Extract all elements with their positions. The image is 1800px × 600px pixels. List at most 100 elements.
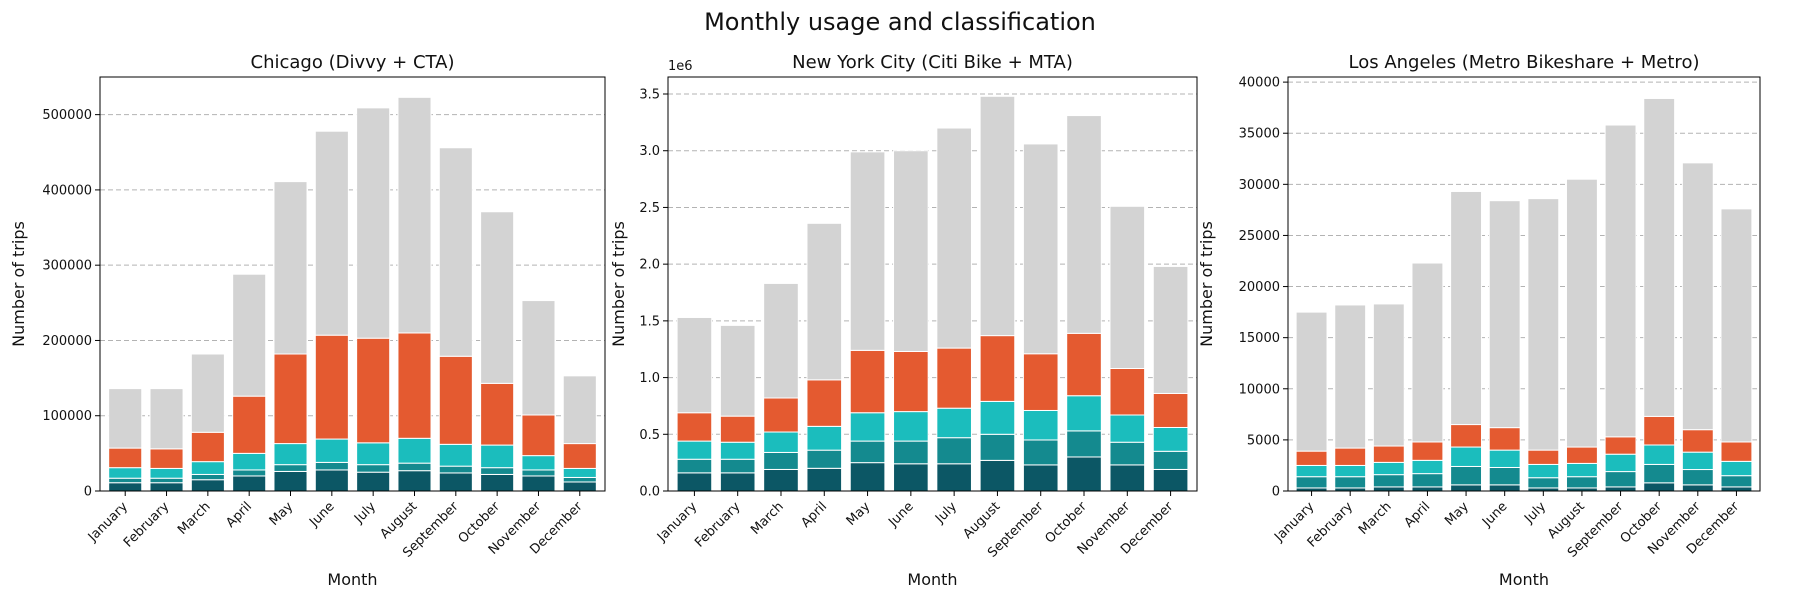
bar-segment xyxy=(1604,471,1637,488)
x-tick-label: May xyxy=(1442,499,1472,529)
bar-segment xyxy=(562,481,597,492)
x-tick-label: March xyxy=(748,499,787,538)
y-tick-label: 2.0 xyxy=(639,258,660,273)
y-axis-label: Number of trips xyxy=(1197,221,1216,347)
bar-segment xyxy=(1022,439,1059,466)
bar-segment xyxy=(806,467,843,492)
x-axis-label: Month xyxy=(327,570,377,589)
bar-segment xyxy=(108,477,143,484)
chart-title-new-york: New York City (Citi Bike + MTA) xyxy=(792,52,1073,73)
bar-segment xyxy=(1022,143,1059,355)
bar-segment xyxy=(149,482,184,492)
bar-segment xyxy=(273,443,308,466)
bar-segment xyxy=(521,300,556,416)
bar-segment xyxy=(397,462,432,472)
x-axis-label: Month xyxy=(907,570,957,589)
bar-segment xyxy=(893,463,929,492)
bar-segment xyxy=(1066,395,1102,432)
bar-segment xyxy=(1488,427,1521,451)
x-tick-label: August xyxy=(960,499,1003,542)
bar-segment xyxy=(480,382,515,446)
chart-panel-los-angeles: 0 5000 10000 15000 20000 25000 30000 35000 40000… xyxy=(1197,52,1761,589)
bar-segment xyxy=(676,458,713,474)
bar-segment xyxy=(1450,465,1483,486)
bar-segment xyxy=(397,437,432,464)
bar-segment xyxy=(397,96,432,334)
bar-segment xyxy=(273,470,308,492)
bar-segment xyxy=(1565,446,1598,464)
bar-segment xyxy=(676,412,713,442)
bar-segment xyxy=(1295,311,1328,452)
bar-segment xyxy=(1066,430,1102,458)
bar-segment xyxy=(893,150,929,352)
bar-segment xyxy=(763,431,799,453)
bar-segment xyxy=(480,473,515,492)
bar-segment xyxy=(1488,200,1521,429)
bar-segment xyxy=(1604,436,1637,455)
bar-segment xyxy=(149,467,184,479)
bar-segment xyxy=(314,469,349,492)
bar-segment xyxy=(1334,304,1367,449)
bar-segment xyxy=(1450,446,1483,467)
bar-segment xyxy=(1372,461,1405,476)
bar-segment xyxy=(936,127,972,349)
bar-segment xyxy=(1527,198,1560,451)
x-tick-label: April xyxy=(798,499,830,531)
y-tick-label: 2.5 xyxy=(639,201,660,216)
bar-segment xyxy=(979,400,1016,435)
bar-segment xyxy=(1643,482,1676,492)
bar-segment xyxy=(1152,265,1189,394)
bar-segment xyxy=(1411,459,1444,475)
bar-segment xyxy=(1643,444,1676,465)
y-tick-label: 500000 xyxy=(42,108,92,123)
bar-segment xyxy=(149,388,184,450)
bar-segment xyxy=(1109,441,1146,466)
bar-segment xyxy=(1527,449,1560,465)
x-tick-label: February xyxy=(692,499,744,551)
bar-segment xyxy=(1720,486,1753,492)
bar-segment xyxy=(1411,473,1444,488)
bar-segment xyxy=(763,282,799,399)
bar-segment xyxy=(936,347,972,409)
bar-segment xyxy=(273,181,308,355)
axes-frame xyxy=(99,76,606,492)
chart-title-los-angeles: Los Angeles (Metro Bikeshare + Metro) xyxy=(1349,52,1700,73)
bar-segment xyxy=(190,353,225,433)
bar-segment xyxy=(936,463,972,492)
bar-segment xyxy=(438,147,473,357)
y-tick-label: 200000 xyxy=(42,334,92,349)
bar-segment xyxy=(149,448,184,469)
bar-segment xyxy=(108,482,143,492)
y-tick-label: 100000 xyxy=(42,409,92,424)
bar-segment xyxy=(1565,462,1598,478)
x-tick-label: July xyxy=(932,499,960,527)
x-tick-label: March xyxy=(175,499,214,538)
bar-segment xyxy=(1022,464,1059,492)
bar-segment xyxy=(356,471,391,492)
y-tick-label: 10000 xyxy=(1239,382,1280,397)
x-tick-label: July xyxy=(1521,499,1549,527)
bar-segment xyxy=(562,467,597,478)
x-tick-label: February xyxy=(121,499,173,551)
y-tick-label: 400000 xyxy=(42,183,92,198)
bar-segment xyxy=(480,467,515,475)
bar-segment xyxy=(979,459,1016,492)
bar-segment xyxy=(314,461,349,471)
bar-segment xyxy=(1295,450,1328,466)
y-tick-label: 0 xyxy=(84,485,92,500)
bar-segment xyxy=(849,349,886,414)
x-axis-label: Month xyxy=(1499,570,1549,589)
y-tick-label: 40000 xyxy=(1239,76,1280,91)
bar-segment xyxy=(1450,190,1483,426)
bar-segment xyxy=(1643,463,1676,484)
bar-segment xyxy=(314,438,349,463)
bar-segment xyxy=(1681,162,1714,431)
bar-segment xyxy=(314,130,349,336)
bar-segment xyxy=(1295,464,1328,478)
bar-segment xyxy=(1450,424,1483,448)
bar-segment xyxy=(1372,486,1405,492)
bar-segment xyxy=(1488,466,1521,486)
y-tick-label: 30000 xyxy=(1239,178,1280,193)
y-axis-label: Number of trips xyxy=(609,221,628,347)
y-tick-label: 35000 xyxy=(1239,127,1280,142)
